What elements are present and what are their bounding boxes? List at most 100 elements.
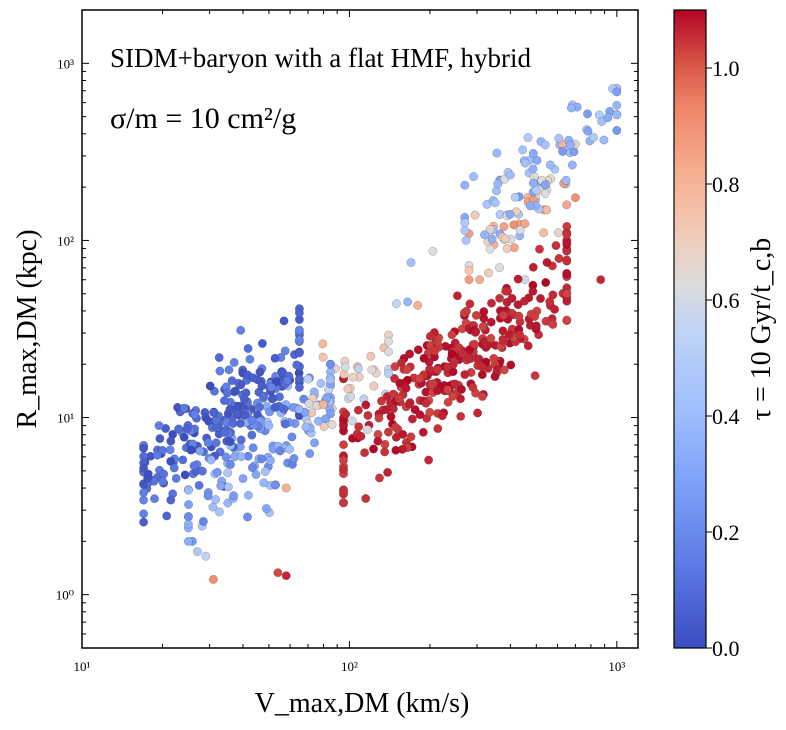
data-point — [294, 335, 304, 345]
data-point — [339, 369, 349, 379]
data-point — [539, 228, 549, 238]
data-point — [530, 312, 540, 321]
data-point — [236, 325, 246, 335]
data-point — [225, 437, 235, 447]
data-point — [530, 371, 540, 381]
data-point — [155, 434, 165, 444]
data-point — [499, 365, 509, 375]
data-point — [232, 409, 242, 418]
data-point — [562, 268, 572, 278]
data-point — [139, 443, 149, 453]
data-point — [558, 147, 568, 156]
data-point — [183, 512, 193, 522]
data-point — [327, 420, 337, 430]
colorbar-tick-label: 0.0 — [712, 636, 740, 661]
data-point — [383, 467, 393, 477]
data-point — [542, 258, 552, 267]
data-point — [166, 495, 176, 505]
data-point — [183, 485, 193, 495]
data-point — [545, 160, 555, 170]
data-point — [273, 568, 283, 578]
data-point — [238, 474, 248, 484]
data-point — [583, 109, 592, 119]
data-point — [528, 178, 538, 188]
data-point — [190, 410, 200, 419]
data-point — [265, 456, 275, 465]
data-point — [221, 452, 231, 462]
data-point — [428, 246, 438, 256]
data-point — [403, 297, 413, 307]
data-point — [493, 179, 503, 189]
data-point — [450, 379, 460, 389]
data-point — [289, 454, 299, 463]
data-point — [139, 509, 149, 519]
data-point — [452, 291, 462, 301]
data-point — [478, 322, 488, 332]
data-point — [367, 365, 377, 375]
data-point — [540, 189, 550, 199]
data-point — [236, 452, 246, 462]
data-point — [542, 205, 552, 215]
data-point — [432, 386, 442, 396]
data-point — [292, 360, 302, 370]
data-point — [201, 413, 211, 423]
data-point — [264, 421, 274, 431]
data-point — [461, 235, 471, 245]
data-point — [523, 341, 533, 351]
data-point — [565, 140, 575, 150]
data-point — [261, 504, 271, 514]
colorbar — [673, 9, 707, 649]
data-point — [158, 445, 167, 455]
data-point — [520, 158, 530, 168]
data-point — [259, 391, 269, 401]
data-point — [562, 256, 572, 266]
data-point — [214, 507, 224, 517]
data-point — [427, 380, 437, 390]
data-point — [223, 468, 233, 478]
data-point — [266, 382, 276, 392]
data-point — [468, 382, 478, 392]
data-point — [281, 483, 291, 493]
data-point — [485, 224, 495, 234]
data-point — [518, 145, 528, 155]
data-point — [251, 470, 261, 479]
data-point — [432, 337, 442, 347]
data-point — [430, 346, 440, 356]
data-point — [470, 327, 480, 337]
data-point — [353, 364, 363, 374]
data-point — [562, 200, 572, 210]
data-point — [545, 297, 555, 307]
data-point — [158, 477, 168, 487]
data-point — [402, 365, 412, 375]
data-point — [460, 218, 470, 228]
data-point — [194, 480, 204, 490]
data-point — [369, 444, 378, 454]
data-point — [360, 448, 370, 458]
data-point — [303, 374, 313, 384]
data-point — [562, 296, 572, 306]
y-axis-ticks: 10⁰ 10¹ 10² 10³ — [56, 9, 638, 649]
data-point — [458, 349, 467, 359]
data-point — [465, 345, 474, 355]
data-point — [528, 149, 538, 158]
data-point — [260, 467, 270, 476]
data-point — [384, 347, 393, 357]
data-point — [523, 133, 533, 143]
data-point — [203, 491, 213, 501]
data-point — [339, 486, 348, 495]
data-point — [415, 410, 425, 420]
data-point — [384, 369, 393, 378]
data-point — [498, 310, 508, 320]
data-point — [216, 481, 226, 491]
colorbar-label: τ = 10 Gyr/t_c,b — [746, 238, 777, 421]
data-point — [165, 445, 175, 455]
data-point — [247, 415, 257, 425]
data-point — [403, 375, 412, 385]
data-point — [397, 444, 407, 454]
data-point — [562, 238, 572, 248]
colorbar-tick-label: 0.8 — [712, 172, 740, 197]
data-point — [248, 373, 258, 383]
data-point — [318, 400, 328, 409]
plot-frame — [81, 9, 639, 649]
data-point — [401, 383, 411, 393]
